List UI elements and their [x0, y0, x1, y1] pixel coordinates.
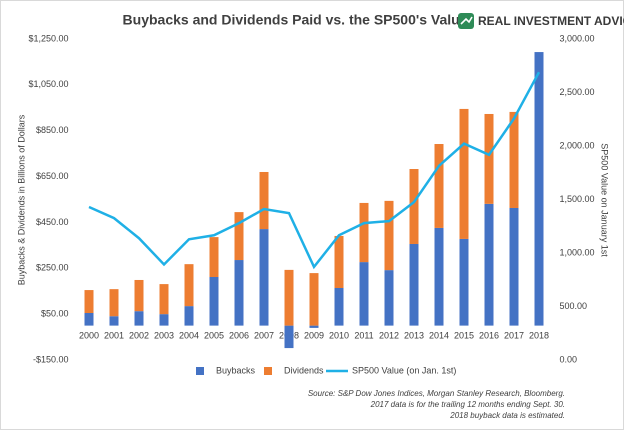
bar: [109, 289, 119, 317]
legend-swatch: [196, 367, 204, 375]
bar: [334, 235, 344, 289]
y2-tick-label: 1,500.00: [560, 194, 595, 204]
bar: [459, 108, 469, 239]
x-tick-label: 2009: [304, 330, 324, 340]
legend-label: Dividends: [284, 365, 324, 375]
bar: [384, 270, 394, 326]
bar: [359, 262, 369, 326]
x-tick-label: 2002: [129, 330, 149, 340]
source-note: Source: S&P Dow Jones Indices, Morgan St…: [308, 389, 565, 398]
x-tick-label: 2005: [204, 330, 224, 340]
bar: [259, 229, 269, 326]
bar: [534, 52, 544, 326]
x-tick-label: 2000: [79, 330, 99, 340]
y2-tick-label: 500.00: [560, 301, 588, 311]
y-tick-label: $850.00: [36, 125, 69, 135]
y-tick-label: $250.00: [36, 263, 69, 273]
bar: [309, 325, 319, 328]
logo-icon: [458, 13, 474, 29]
x-tick-label: 2001: [104, 330, 124, 340]
x-tick-label: 2014: [429, 330, 449, 340]
bar: [234, 260, 244, 326]
bar: [109, 316, 119, 326]
y2-tick-label: 1,000.00: [560, 247, 595, 257]
y-tick-label: $450.00: [36, 217, 69, 227]
y-tick-label: $650.00: [36, 171, 69, 181]
x-tick-label: 2015: [454, 330, 474, 340]
source-note: 2017 data is for the trailing 12 months …: [370, 400, 565, 409]
legend-label: Buybacks: [216, 365, 256, 375]
bar: [184, 306, 194, 326]
y2-axis-title: SP500 Value on January 1st: [600, 143, 610, 257]
bar: [209, 276, 219, 326]
bar: [509, 207, 519, 326]
bar: [334, 288, 344, 326]
bar: [159, 284, 169, 315]
y-tick-label: $1,050.00: [28, 79, 68, 89]
line: [88, 71, 541, 270]
y2-tick-label: 3,000.00: [560, 33, 595, 43]
x-tick-label: 2017: [504, 330, 524, 340]
bar: [384, 200, 394, 271]
bar: [434, 144, 444, 228]
bar: [259, 171, 269, 230]
bar: [484, 113, 494, 204]
x-tick-label: 2004: [179, 330, 199, 340]
x-tick-label: 2013: [404, 330, 424, 340]
legend-label: SP500 Value (on Jan. 1st): [352, 365, 456, 375]
bar: [409, 243, 419, 326]
bar: [509, 111, 519, 208]
x-tick-label: 2006: [229, 330, 249, 340]
bar: [234, 212, 244, 261]
y2-tick-label: 0.00: [560, 354, 578, 364]
bar: [309, 273, 319, 326]
y-tick-label: -$150.00: [33, 354, 69, 364]
bar: [159, 314, 169, 326]
source-note: 2018 buyback data is estimated.: [449, 411, 565, 420]
x-tick-label: 2007: [254, 330, 274, 340]
bar: [484, 203, 494, 326]
bar: [459, 238, 469, 326]
y2-tick-label: 2,500.00: [560, 87, 595, 97]
bar: [134, 311, 144, 326]
bar: [209, 237, 219, 277]
bar: [284, 269, 294, 326]
x-tick-label: 2016: [479, 330, 499, 340]
logo-text: REAL INVESTMENT ADVICE: [478, 14, 624, 28]
y2-tick-label: 2,000.00: [560, 140, 595, 150]
bar: [409, 169, 419, 244]
chart-title: Buybacks and Dividends Paid vs. the SP50…: [123, 12, 468, 28]
x-tick-label: 2012: [379, 330, 399, 340]
bar: [134, 279, 144, 312]
y-tick-label: $50.00: [41, 309, 69, 319]
y-tick-label: $1,250.00: [28, 33, 68, 43]
bar: [284, 325, 294, 349]
bar: [184, 264, 194, 307]
bar: [434, 227, 444, 326]
x-tick-label: 2018: [529, 330, 549, 340]
x-tick-label: 2011: [354, 330, 373, 340]
y-axis-title: Buybacks & Dividends in Billions of Doll…: [16, 114, 26, 285]
x-tick-label: 2010: [329, 330, 349, 340]
bar: [84, 312, 94, 326]
bar: [84, 290, 94, 313]
legend-swatch: [264, 367, 272, 375]
bar: [359, 202, 369, 263]
x-tick-label: 2003: [154, 330, 174, 340]
